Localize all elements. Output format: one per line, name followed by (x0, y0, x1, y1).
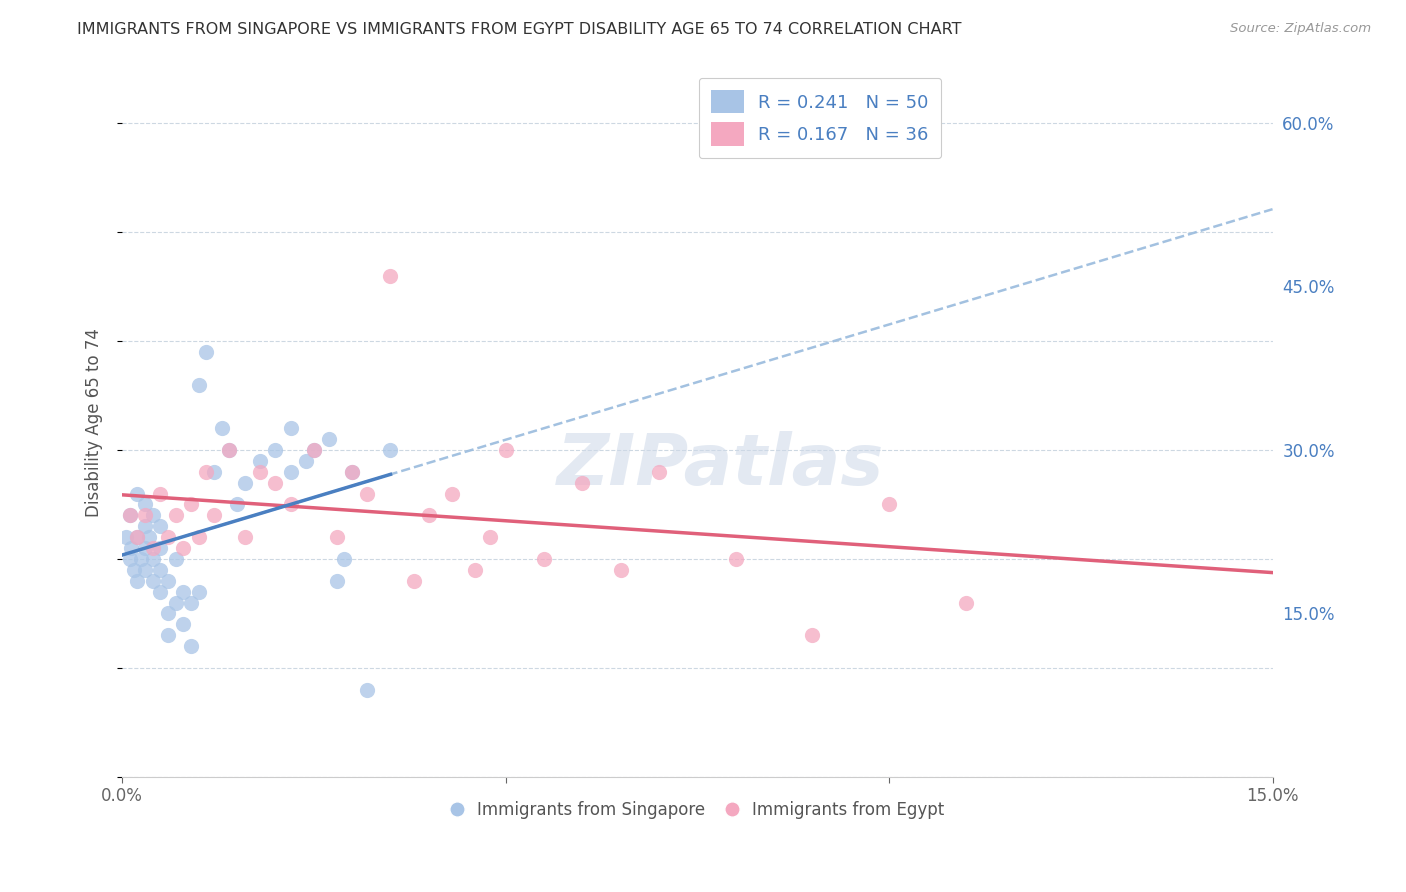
Point (149, 519, 172, 533)
Point (302, 442, 325, 457)
Legend: Immigrants from Singapore, Immigrants from Egypt: Immigrants from Singapore, Immigrants fr… (444, 794, 950, 825)
Point (218, 442, 240, 457)
Point (142, 508, 165, 523)
Y-axis label: Disability Age 65 to 74: Disability Age 65 to 74 (86, 328, 103, 517)
Point (724, 552, 747, 566)
Point (134, 563, 156, 577)
Point (142, 541, 165, 555)
Point (142, 552, 165, 566)
Point (127, 486, 149, 500)
Point (318, 432, 340, 446)
Point (202, 508, 225, 523)
Point (165, 595, 187, 609)
Point (249, 465, 271, 479)
Point (356, 682, 378, 697)
Point (122, 563, 145, 577)
Point (280, 421, 302, 435)
Point (380, 442, 402, 457)
Point (180, 639, 202, 653)
Point (134, 508, 156, 523)
Point (326, 574, 349, 588)
Point (195, 344, 218, 359)
Point (249, 454, 271, 468)
Point (533, 552, 555, 566)
Point (233, 530, 256, 544)
Text: Source: ZipAtlas.com: Source: ZipAtlas.com (1230, 22, 1371, 36)
Point (142, 574, 165, 588)
Point (326, 530, 349, 544)
Point (571, 475, 593, 490)
Point (340, 465, 363, 479)
Point (149, 563, 172, 577)
Point (609, 563, 631, 577)
Point (118, 508, 141, 523)
Point (165, 508, 187, 523)
Point (402, 574, 425, 588)
Point (380, 268, 402, 283)
Point (172, 541, 194, 555)
Point (340, 465, 363, 479)
Point (440, 486, 463, 500)
Point (157, 530, 180, 544)
Point (202, 465, 225, 479)
Point (115, 530, 138, 544)
Point (264, 442, 287, 457)
Point (955, 595, 977, 609)
Point (801, 628, 824, 642)
Point (120, 541, 142, 555)
Point (129, 552, 152, 566)
Point (295, 454, 318, 468)
Point (172, 584, 194, 599)
Point (149, 584, 172, 599)
Point (157, 574, 180, 588)
Point (264, 475, 287, 490)
Point (157, 607, 180, 621)
Point (211, 421, 233, 435)
Point (280, 497, 302, 511)
Point (127, 574, 149, 588)
Point (302, 442, 325, 457)
Point (134, 519, 156, 533)
Point (479, 530, 502, 544)
Point (127, 530, 149, 544)
Text: ZIPatlas: ZIPatlas (557, 431, 884, 500)
Point (149, 486, 172, 500)
Point (127, 530, 149, 544)
Point (464, 563, 486, 577)
Point (218, 442, 240, 457)
Point (418, 508, 440, 523)
Point (138, 530, 160, 544)
Point (180, 497, 202, 511)
Point (187, 584, 209, 599)
Point (118, 508, 141, 523)
Point (226, 497, 249, 511)
Point (118, 552, 141, 566)
Point (172, 617, 194, 632)
Point (233, 475, 256, 490)
Point (180, 595, 202, 609)
Point (195, 465, 218, 479)
Point (648, 465, 671, 479)
Point (333, 552, 356, 566)
Point (280, 465, 302, 479)
Point (134, 497, 156, 511)
Point (495, 442, 517, 457)
Point (187, 530, 209, 544)
Point (165, 552, 187, 566)
Point (157, 628, 180, 642)
Point (877, 497, 900, 511)
Point (134, 541, 156, 555)
Point (149, 541, 172, 555)
Text: IMMIGRANTS FROM SINGAPORE VS IMMIGRANTS FROM EGYPT DISABILITY AGE 65 TO 74 CORRE: IMMIGRANTS FROM SINGAPORE VS IMMIGRANTS … (77, 22, 962, 37)
Point (356, 486, 378, 500)
Point (187, 377, 209, 392)
